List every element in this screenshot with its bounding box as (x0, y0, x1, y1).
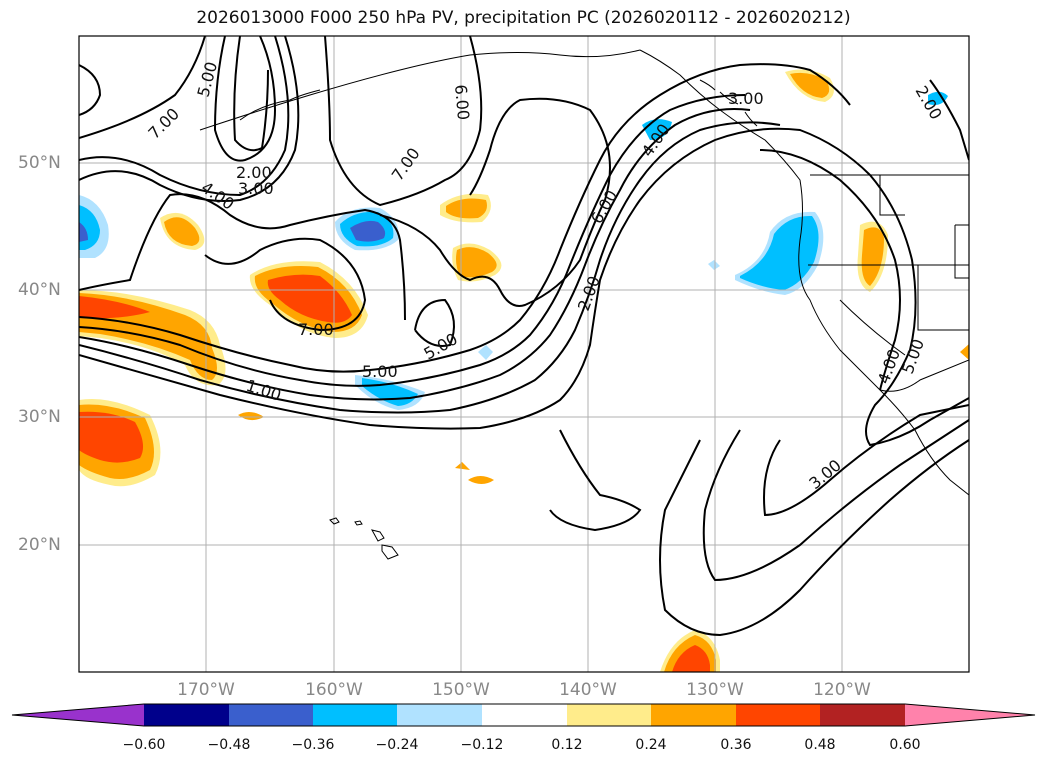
pv-contour (659, 439, 969, 637)
precip-pos-area (468, 476, 494, 484)
colorbar (11, 703, 1036, 727)
colorbar-segment (482, 704, 567, 726)
precip-neg-area (928, 91, 948, 105)
lon-tick-label: 160°W (305, 680, 363, 700)
contour-label: 5.00 (362, 362, 398, 381)
precip-pos-area (267, 274, 352, 323)
pv-contour (79, 63, 851, 373)
pv-contour (79, 64, 102, 116)
coastlines (199, 49, 969, 560)
pv-contour (702, 419, 969, 582)
contour-label: 3.00 (728, 89, 764, 108)
contour-label: 5.00 (898, 336, 928, 376)
map-title: 2026013000 F000 250 hPa PV, precipitatio… (196, 8, 851, 28)
pv-contour (79, 36, 290, 197)
colorbar-tick-label: −0.36 (291, 737, 335, 753)
precip-neg-area (708, 260, 720, 270)
precip-neg-area (350, 220, 386, 242)
pv-contour (414, 298, 455, 347)
pv-contours (79, 36, 969, 637)
pv-contour (79, 36, 206, 139)
pv-contour (204, 237, 367, 332)
precip-neg-area (79, 222, 88, 242)
pv-contour (79, 127, 969, 447)
precip-pos-area (455, 462, 470, 470)
lon-tick-label: 130°W (686, 680, 744, 700)
precip-pos-area (456, 247, 497, 278)
colorbar-tick-label: 0.36 (720, 737, 752, 753)
pv-contour (79, 94, 746, 387)
colorbar-segment (651, 704, 736, 726)
colorbar-segment (229, 704, 313, 726)
contour-label: 1.00 (244, 376, 284, 405)
precip-shading (79, 69, 969, 672)
precip-pos-area (861, 227, 884, 286)
precip-pos-area (672, 645, 710, 672)
colorbar-tick-label: −0.24 (375, 737, 419, 753)
contour-label: 6.00 (451, 84, 473, 121)
pv-contour (233, 36, 269, 152)
pv-contour (79, 193, 406, 321)
contour-label: 7.00 (388, 144, 424, 184)
lon-tick-label: 150°W (432, 680, 490, 700)
pv-contour (324, 36, 483, 207)
pv-contour (79, 36, 300, 202)
colorbar-tick-label: −0.12 (460, 737, 504, 753)
precip-pos-area (164, 217, 200, 246)
lon-tick-label: 140°W (559, 680, 617, 700)
precip-neg-area (740, 215, 819, 290)
colorbar-segment (567, 704, 651, 726)
precip-pos-area (238, 411, 264, 421)
colorbar-extend-low (12, 704, 144, 726)
colorbar-segment (397, 704, 482, 726)
pv-contour (549, 429, 642, 532)
lon-tick-label: 170°W (177, 680, 235, 700)
contour-label: 4.00 (198, 178, 238, 214)
lat-tick-label: 30°N (18, 407, 61, 427)
pv-contour (379, 97, 611, 307)
precip-pos-area (790, 72, 830, 98)
colorbar-outline (11, 703, 1036, 727)
lat-tick-label: 50°N (18, 153, 61, 173)
contour-label: 3.00 (805, 456, 845, 493)
contour-label: 7.00 (298, 320, 334, 339)
lat-tick-label: 40°N (18, 280, 61, 300)
contour-label: 3.00 (238, 179, 274, 198)
pv-contour (759, 149, 901, 391)
map-frame (78, 35, 970, 673)
colorbar-tick-label: 0.48 (804, 737, 836, 753)
precip-pos-area (446, 198, 487, 219)
lon-tick-label: 120°W (813, 680, 871, 700)
precip-neg-area (478, 345, 493, 360)
pv-contour (79, 121, 781, 414)
colorbar-tick-label: 0.60 (889, 737, 921, 753)
precip-pos-area (79, 411, 144, 463)
colorbar-segment (313, 704, 397, 726)
colorbar-segment (736, 704, 820, 726)
colorbar-extend-high (905, 704, 1035, 726)
precip-pos-area (79, 296, 150, 319)
pv-contour (213, 36, 277, 162)
lat-tick-label: 20°N (18, 535, 61, 555)
colorbar-tick-label: 0.24 (635, 737, 667, 753)
colorbar-segment (144, 704, 229, 726)
contour-label: 2.00 (912, 83, 946, 123)
pv-contour (929, 79, 969, 161)
colorbar-tick-label: 0.12 (551, 737, 583, 753)
contour-label: 2.00 (236, 163, 272, 182)
pv-contour (79, 108, 751, 401)
colorbar-segment (820, 704, 905, 726)
precip-pos-area (960, 344, 969, 360)
colorbar-tick-label: −0.48 (207, 737, 251, 753)
colorbar-tick-label: −0.60 (122, 737, 166, 753)
map-plot-area: 7.00 5.00 6.00 2.00 4.00 3.00 7.00 3.00 … (79, 36, 969, 672)
pv-contour (763, 404, 969, 517)
